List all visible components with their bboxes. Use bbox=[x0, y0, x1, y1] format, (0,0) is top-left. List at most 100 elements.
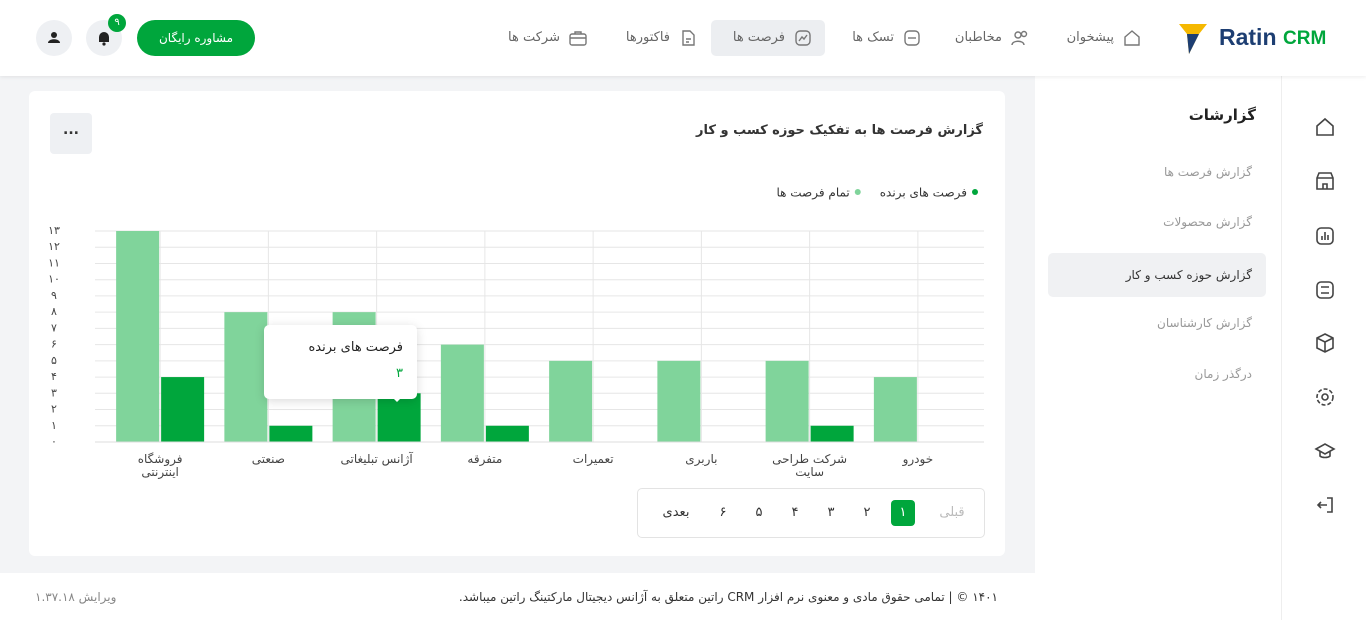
y-tick-label: ۹ bbox=[51, 289, 57, 302]
x-tick-label: فروشگاه اینترنتی bbox=[137, 452, 183, 479]
logo-mark bbox=[1179, 24, 1207, 54]
nav-item[interactable]: فاکتورها bbox=[614, 20, 710, 56]
sidebar-item[interactable]: گزارش محصولات bbox=[1048, 200, 1266, 244]
nav-icon bbox=[1011, 30, 1028, 46]
bar bbox=[657, 360, 701, 442]
nav-item[interactable]: تسک ها bbox=[840, 20, 934, 56]
nav-icon bbox=[795, 30, 811, 46]
reports-sidebar: گزارشات گزارش فرصت ها گزارش محصولات گزار… bbox=[1035, 76, 1281, 620]
nav-label: مخاطبان bbox=[954, 30, 1002, 45]
pagination: قبلی ۱ ۲ ۳ ۴ ۵ ۶ بعدی bbox=[637, 488, 985, 538]
page-button[interactable]: ۲ bbox=[863, 505, 871, 520]
next-button[interactable]: بعدی bbox=[662, 505, 690, 520]
chart-card: گزارش فرصت ها به تفکیک حوزه کسب و کار ..… bbox=[29, 91, 1005, 556]
bar bbox=[116, 231, 160, 442]
page-button[interactable]: ۶ bbox=[719, 505, 727, 520]
x-tick-label: متفرقه bbox=[467, 452, 503, 466]
y-tick-label: ۱۲ bbox=[48, 240, 60, 253]
page-button[interactable]: ۱ bbox=[891, 500, 915, 526]
y-tick-label: ۱۰ bbox=[48, 273, 60, 286]
nav-item[interactable]: مخاطبان bbox=[943, 20, 1042, 56]
settings-icon[interactable] bbox=[1314, 386, 1336, 408]
legend-dot bbox=[972, 189, 978, 195]
nav-item[interactable]: فرصت ها bbox=[711, 20, 825, 56]
legend-label: تمام فرصت ها bbox=[776, 186, 849, 201]
legend-label: فرصت های برنده bbox=[880, 186, 967, 201]
logo-brand: Ratin bbox=[1219, 24, 1277, 50]
bar bbox=[873, 377, 917, 442]
cta-button[interactable]: مشاوره رایگان bbox=[137, 20, 255, 56]
sidebar-item-label: گزارش محصولات bbox=[1163, 215, 1252, 229]
sidebar-item-label: گزارش فرصت ها bbox=[1163, 165, 1252, 179]
x-tick-label: شرکت طراحی سایت bbox=[772, 452, 848, 479]
x-tick-label: خودرو bbox=[902, 452, 934, 466]
sidebar-item[interactable]: درگذر زمان bbox=[1048, 352, 1266, 396]
y-tick-label: ۱۳ bbox=[48, 224, 60, 237]
page-button[interactable]: ۵ bbox=[755, 505, 763, 520]
tasks-icon[interactable] bbox=[1314, 279, 1336, 301]
avatar-button[interactable] bbox=[36, 20, 72, 56]
page-button[interactable]: ۴ bbox=[791, 505, 799, 520]
nav-label: پیشخوان bbox=[1066, 30, 1114, 45]
nav-label: شرکت ها bbox=[508, 30, 560, 45]
nav-icon bbox=[682, 30, 695, 46]
nav-icon bbox=[569, 31, 587, 46]
bar bbox=[765, 360, 809, 442]
sidebar-item-label: درگذر زمان bbox=[1194, 367, 1252, 381]
tooltip-arrow bbox=[390, 395, 404, 402]
y-tick-label: ۰ bbox=[51, 435, 57, 448]
user-icon bbox=[48, 32, 60, 43]
logo-suffix: CRM bbox=[1283, 28, 1327, 49]
page-button[interactable]: ۳ bbox=[827, 505, 835, 520]
x-tick-label: تعمیرات bbox=[572, 452, 614, 466]
product-icon[interactable] bbox=[1314, 332, 1336, 354]
bar bbox=[161, 377, 205, 442]
icon-sidebar bbox=[1281, 76, 1366, 620]
tooltip: فرصت های برنده ۳ bbox=[264, 325, 417, 402]
notification-badge: ۹ bbox=[108, 14, 126, 32]
store-icon[interactable] bbox=[1314, 170, 1336, 192]
nav-label: فاکتورها bbox=[625, 30, 670, 45]
y-tick-label: ۱ bbox=[51, 419, 57, 432]
home-icon[interactable] bbox=[1314, 116, 1336, 138]
sidebar-item-label: گزارش کارشناسان bbox=[1157, 316, 1252, 330]
report-icon[interactable] bbox=[1314, 225, 1336, 247]
logo[interactable]: Ratin CRM bbox=[1177, 18, 1337, 58]
chart-title: گزارش فرصت ها به تفکیک حوزه کسب و کار bbox=[696, 123, 983, 138]
y-tick-label: ۴ bbox=[51, 370, 57, 383]
logout-icon[interactable] bbox=[1314, 494, 1336, 516]
bell-icon bbox=[99, 32, 109, 46]
copyright: ۱۴۰۱ © | تمامی حقوق مادی و معنوی نرم افز… bbox=[458, 590, 998, 604]
x-tick-label: آژانس تبلیغاتی bbox=[340, 452, 413, 466]
nav-label: فرصت ها bbox=[732, 30, 785, 45]
y-tick-label: ۵ bbox=[51, 354, 57, 367]
y-tick-label: ۱۱ bbox=[48, 256, 60, 269]
nav-item[interactable]: شرکت ها bbox=[496, 20, 600, 56]
sidebar-item[interactable]: گزارش حوزه کسب و کار bbox=[1048, 253, 1266, 297]
prev-button[interactable]: قبلی bbox=[939, 505, 965, 520]
bar bbox=[224, 312, 268, 442]
legend-dot bbox=[854, 189, 861, 195]
x-tick-label: باربری bbox=[685, 452, 718, 466]
sidebar-item[interactable]: گزارش کارشناسان bbox=[1048, 301, 1266, 345]
nav-item[interactable]: پیشخوان bbox=[1055, 20, 1154, 56]
tooltip-value: ۳ bbox=[396, 366, 403, 381]
y-tick-label: ۲ bbox=[51, 403, 57, 416]
version: ویرایش ۱.۳۷.۱۸ bbox=[35, 590, 117, 604]
y-tick-label: ۷ bbox=[51, 321, 57, 334]
bar bbox=[440, 344, 484, 442]
header: Ratin CRM پیشخوان مخاطبان تسک ها فرصت ها… bbox=[0, 0, 1366, 76]
bar bbox=[269, 425, 313, 442]
bar bbox=[485, 425, 529, 442]
nav-icon bbox=[904, 30, 920, 46]
learn-icon[interactable] bbox=[1314, 440, 1336, 462]
y-tick-label: ۳ bbox=[51, 386, 57, 399]
more-button[interactable]: ... bbox=[50, 113, 92, 154]
nav-label: تسک ها bbox=[852, 30, 894, 45]
sidebar-item[interactable]: گزارش فرصت ها bbox=[1048, 150, 1266, 194]
x-tick-label: صنعتی bbox=[251, 452, 285, 466]
footer: ۱۴۰۱ © | تمامی حقوق مادی و معنوی نرم افز… bbox=[0, 573, 1035, 620]
sidebar-title: گزارشات bbox=[1188, 106, 1256, 124]
y-tick-label: ۸ bbox=[51, 305, 57, 318]
